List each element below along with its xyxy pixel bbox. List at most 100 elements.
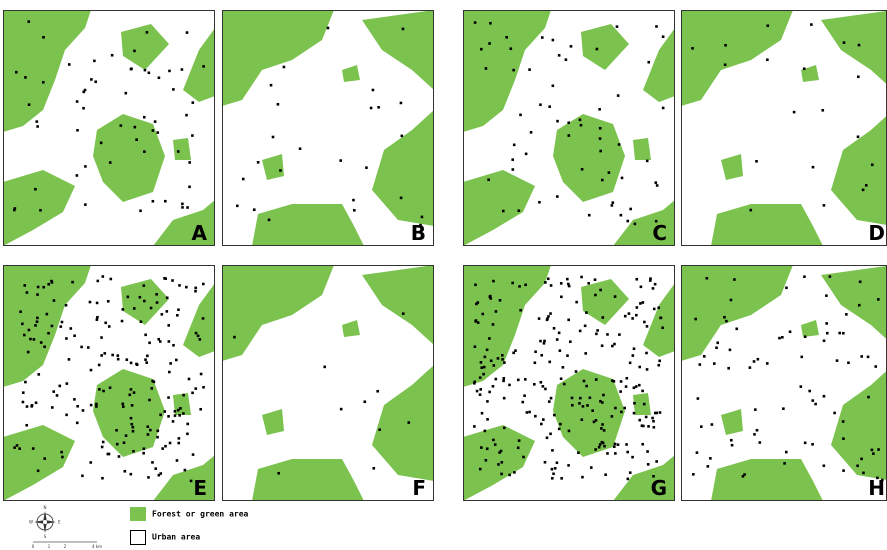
sample-point <box>539 339 542 343</box>
sample-point <box>825 322 828 325</box>
sample-point <box>50 279 53 283</box>
sample-point <box>641 442 645 446</box>
sample-point <box>627 312 631 315</box>
sample-point <box>119 124 123 127</box>
green-area <box>633 393 651 415</box>
sample-point <box>642 402 646 406</box>
sample-point <box>874 365 878 368</box>
sample-point <box>271 135 275 139</box>
sample-point <box>42 285 46 289</box>
sample-point <box>21 322 24 326</box>
sample-point <box>496 357 500 360</box>
sample-point <box>735 327 739 331</box>
green-area <box>3 265 91 387</box>
sample-point <box>76 404 79 408</box>
sample-point <box>191 453 195 456</box>
green-area <box>681 10 793 106</box>
green-area <box>222 265 334 361</box>
sample-point <box>52 390 56 393</box>
sample-point <box>541 385 545 388</box>
sample-point <box>82 106 85 110</box>
sample-point <box>194 289 197 293</box>
sample-point <box>880 478 884 482</box>
sample-point <box>601 423 604 426</box>
sample-point <box>64 303 68 307</box>
sample-point <box>512 68 515 72</box>
sample-point <box>492 279 495 283</box>
sample-point <box>493 443 497 446</box>
sample-point <box>488 390 491 394</box>
sample-point <box>142 115 146 119</box>
sample-point <box>556 119 559 123</box>
sample-point <box>657 363 661 367</box>
scale-label: 4 km <box>92 544 102 549</box>
sample-point <box>157 337 161 341</box>
sample-point <box>577 451 580 455</box>
sample-point <box>106 452 110 456</box>
sample-point <box>65 382 69 385</box>
sample-point <box>47 331 50 335</box>
sample-point <box>694 317 697 321</box>
sample-point <box>75 174 79 177</box>
sample-point <box>168 441 172 445</box>
sample-point <box>653 282 657 286</box>
sample-point <box>156 131 160 134</box>
sample-point <box>614 452 617 455</box>
sample-point <box>129 388 133 391</box>
sample-point <box>121 405 125 408</box>
sample-point <box>540 422 543 426</box>
sample-point <box>90 78 93 81</box>
sample-point <box>552 327 556 330</box>
sample-point <box>489 21 492 25</box>
sample-point <box>131 425 135 429</box>
sample-point <box>488 337 491 340</box>
green-area <box>93 114 165 202</box>
sample-point <box>783 462 786 465</box>
sample-point <box>182 412 185 415</box>
sample-point <box>792 110 796 114</box>
sample-point <box>475 302 478 306</box>
sample-point <box>58 384 62 388</box>
green-area <box>643 28 675 102</box>
sample-point <box>139 209 142 213</box>
panel-label: D <box>868 221 885 245</box>
sample-point <box>130 67 133 71</box>
legend-label: Urban area <box>152 533 200 542</box>
sample-point <box>104 321 107 325</box>
green-area <box>613 200 675 246</box>
sample-point <box>618 333 621 336</box>
sample-point <box>100 336 103 339</box>
map-content <box>222 265 434 501</box>
sample-point <box>106 299 110 303</box>
sample-point <box>611 344 614 348</box>
sample-point <box>500 354 504 357</box>
sample-point <box>644 415 648 419</box>
sample-point <box>282 65 286 69</box>
sample-point <box>84 203 87 206</box>
sample-point <box>25 423 29 427</box>
sample-point <box>86 346 90 349</box>
sample-point <box>784 450 788 454</box>
sample-point <box>778 336 781 340</box>
sample-point <box>36 293 39 296</box>
sample-point <box>810 23 813 26</box>
green-area <box>262 409 284 435</box>
sample-point <box>480 411 484 415</box>
sample-point <box>604 473 607 476</box>
scale-label: 0 <box>32 544 35 549</box>
sample-point <box>269 83 273 87</box>
panel-label: E <box>193 476 207 500</box>
sample-point <box>339 159 343 162</box>
sample-point <box>155 301 159 304</box>
sample-point <box>641 389 644 393</box>
map-panel: B <box>222 10 434 246</box>
sample-point <box>96 315 99 319</box>
sample-point <box>585 384 588 388</box>
sample-point <box>473 380 477 384</box>
sample-point <box>723 315 726 319</box>
sample-point <box>567 121 571 125</box>
sample-point <box>512 351 515 355</box>
legend-label: Forest or green area <box>152 510 249 519</box>
sample-point <box>511 168 515 171</box>
green-area <box>342 65 360 82</box>
